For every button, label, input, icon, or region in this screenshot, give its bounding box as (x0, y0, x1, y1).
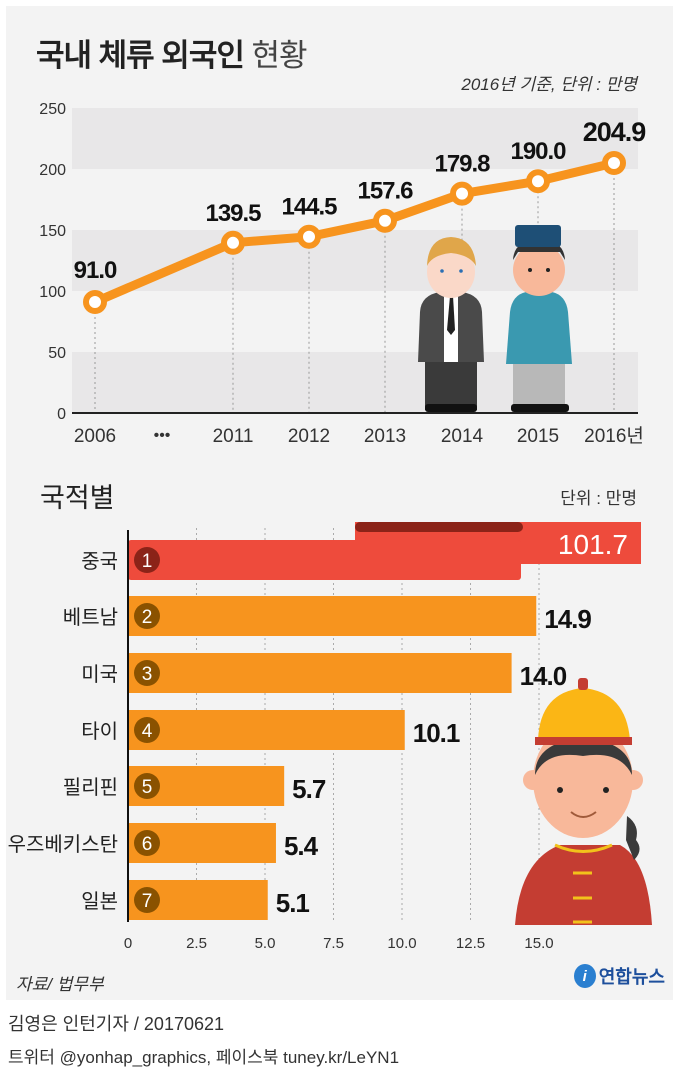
yonhap-logo: i 연합뉴스 (573, 963, 665, 989)
rank-number: 1 (142, 551, 153, 572)
rank-number: 3 (142, 664, 153, 685)
bar (128, 710, 405, 750)
section-title: 국적별 (40, 483, 115, 513)
source-note: 자료/ 법무부 (16, 975, 104, 994)
chinese-person-illustration (515, 678, 652, 925)
data-label: 139.5 (205, 200, 261, 227)
rank-badge (134, 717, 160, 743)
bar-value-label: 14.9 (544, 604, 591, 634)
rank-badge (134, 660, 160, 686)
ribbon-fold (355, 522, 523, 532)
x-tick-label: 2006 (74, 426, 116, 447)
data-label: 157.6 (357, 178, 413, 205)
category-label: 베트남 (63, 606, 118, 629)
page-title: 국내 체류 외국인 현황 (36, 38, 308, 73)
data-point (373, 208, 397, 233)
rank-number: 2 (142, 607, 153, 628)
category-label: 타이 (81, 720, 118, 743)
x-tick-label: 7.5 (323, 935, 344, 952)
category-label: 우즈베키스탄 (8, 833, 118, 856)
x-tick-label: 12.5 (456, 935, 485, 952)
category-label: 필리핀 (63, 776, 118, 799)
data-point (602, 151, 626, 176)
axis-gap-marker: ••• (154, 427, 171, 444)
rank-badge (134, 830, 160, 856)
data-label: 204.9 (583, 117, 647, 147)
y-tick-label: 200 (39, 162, 66, 179)
data-label: 190.0 (510, 138, 566, 165)
bar-value-label: 14.0 (520, 661, 567, 691)
rank-number: 5 (142, 777, 153, 798)
category-label: 중국 (81, 551, 118, 573)
category-label: 미국 (81, 663, 118, 686)
line-chart: 0 50 100 150 200 250 2006 2011 2012 2013 2014 2015 2… (39, 101, 647, 447)
rank-number: 4 (142, 721, 153, 742)
credit: 김영은 인턴기자 / 20170621 (8, 1014, 225, 1034)
bar-chart: 0 2.5 5.0 7.5 10.0 12.5 15.0 101.7 1 중국 14.9 2 베트남 1… (8, 522, 652, 952)
sns-info: 트위터 @yonhap_graphics, 페이스북 tuney.kr/LeYN… (8, 1048, 400, 1067)
bar-value-label: 101.7 (558, 529, 628, 560)
bar (128, 596, 537, 636)
unit-note-2: 단위 : 만명 (560, 489, 637, 508)
data-point (83, 289, 107, 314)
x-tick-label: 2013 (364, 426, 406, 447)
x-tick-label: 15.0 (524, 935, 553, 952)
data-point (526, 169, 550, 194)
x-tick-label: 2012 (288, 426, 330, 447)
y-tick-label: 0 (57, 406, 66, 423)
x-tick-label: 2014 (441, 426, 484, 447)
bar (128, 540, 521, 580)
x-tick-label: 2015 (517, 426, 559, 447)
x-tick-label: 0 (124, 935, 132, 952)
x-tick-label: 10.0 (387, 935, 416, 952)
x-tick-label: 2016년 (584, 425, 644, 447)
category-label: 일본 (81, 890, 118, 913)
data-label: 179.8 (434, 151, 490, 178)
yonhap-logo-icon: i (573, 964, 596, 988)
y-tick-label: 100 (39, 284, 66, 301)
rank-badge (134, 547, 160, 573)
bar-value-label: 10.1 (413, 718, 460, 748)
x-tick-label: 2011 (213, 426, 254, 447)
x-tick-label: 5.0 (255, 935, 276, 952)
rank-badge (134, 887, 160, 913)
x-tick-label: 2.5 (186, 935, 207, 952)
bar-value-label: 5.4 (284, 831, 319, 861)
rank-badge (134, 603, 160, 629)
data-point (221, 230, 245, 255)
bar-value-label: 5.7 (292, 774, 326, 804)
rank-number: 6 (142, 834, 153, 855)
y-tick-label: 150 (39, 223, 66, 240)
bar (128, 653, 512, 693)
data-label: 144.5 (281, 194, 337, 221)
y-tick-label: 50 (48, 345, 66, 362)
logo-text: 연합뉴스 (598, 967, 665, 987)
bar-value-label: 5.1 (276, 888, 310, 918)
data-point (297, 224, 321, 249)
grid-band (72, 108, 638, 169)
y-tick-label: 250 (39, 101, 66, 118)
data-point (450, 181, 474, 206)
rank-badge (134, 773, 160, 799)
data-label: 91.0 (74, 257, 117, 284)
unit-note: 2016년 기준, 단위 : 만명 (461, 75, 637, 94)
rank-number: 7 (142, 891, 153, 912)
foreigner-illustration (418, 225, 572, 412)
